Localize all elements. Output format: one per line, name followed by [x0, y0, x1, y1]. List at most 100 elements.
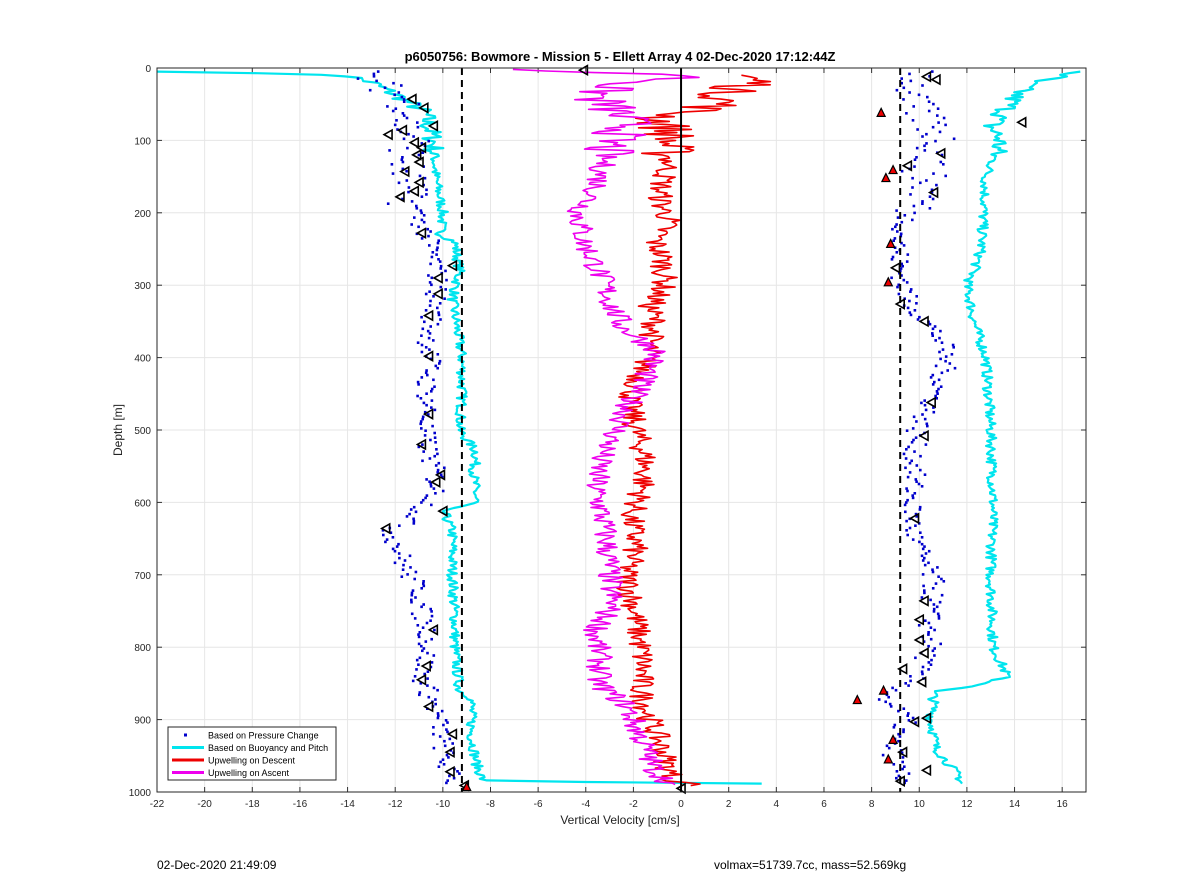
pressure-change-point [927, 621, 931, 625]
pressure-change-point [936, 114, 939, 117]
pressure-change-point [443, 466, 446, 470]
pressure-change-point [901, 760, 904, 764]
pressure-change-point [906, 489, 909, 493]
pressure-change-point [952, 137, 956, 141]
pressure-change-point [398, 556, 401, 560]
ascent-triangle-marker [406, 93, 417, 105]
pressure-change-point [456, 770, 459, 773]
pressure-change-point [433, 385, 436, 388]
pressure-change-point [426, 373, 429, 377]
pressure-change-point [932, 102, 935, 106]
pressure-change-point [436, 468, 440, 472]
pressure-change-point [930, 188, 934, 192]
pressure-change-point [920, 554, 924, 558]
pressure-change-point [933, 628, 936, 632]
ascent-triangle-marker [415, 227, 427, 239]
pressure-change-point [439, 285, 443, 289]
pressure-change-point [915, 295, 918, 298]
pressure-change-point [428, 348, 431, 351]
pressure-change-point [452, 776, 456, 780]
pressure-change-point [909, 675, 912, 678]
pressure-change-point [438, 302, 442, 305]
pressure-change-point [437, 714, 440, 717]
pressure-change-point [422, 214, 426, 217]
series-based-on-buoyancy-and-pitch [157, 70, 1081, 785]
pressure-change-point [937, 378, 941, 382]
ascent-triangle-marker [422, 700, 434, 713]
legend: Based on Pressure Change Based on Buoyanc… [167, 726, 337, 781]
pressure-change-point [935, 183, 938, 187]
pressure-change-point [897, 709, 900, 713]
pressure-change-point [405, 515, 409, 518]
pressure-change-point [448, 774, 451, 778]
x-tick-label: 14 [1009, 799, 1021, 810]
pressure-change-point [415, 232, 419, 236]
pressure-change-point [409, 508, 413, 511]
pressure-change-point [899, 267, 903, 270]
legend-entry-label: Based on Pressure Change [208, 731, 319, 741]
pressure-change-point [952, 346, 955, 349]
pressure-change-point [938, 350, 941, 354]
pressure-change-point [909, 288, 913, 291]
pressure-change-point [913, 492, 917, 495]
pressure-change-point [946, 369, 949, 372]
pressure-change-point [405, 169, 408, 173]
pressure-change-point [412, 505, 416, 509]
x-tick-label: -4 [581, 799, 590, 810]
pressure-change-point [951, 343, 955, 347]
pressure-change-point [413, 216, 416, 219]
y-tick-label: 700 [134, 571, 151, 582]
pressure-change-point [420, 350, 424, 354]
pressure-change-point [913, 211, 916, 215]
pressure-change-point [915, 302, 918, 305]
pressure-change-point [923, 556, 926, 560]
pressure-change-point [891, 255, 895, 259]
pressure-change-point [429, 607, 432, 611]
pressure-change-point [938, 130, 942, 134]
pressure-change-point [944, 174, 947, 178]
pressure-change-point [400, 84, 403, 87]
pressure-change-point [415, 658, 419, 662]
pressure-change-point [921, 665, 925, 669]
pressure-change-point [905, 281, 909, 284]
pressure-change-point [422, 450, 425, 453]
pressure-change-point [410, 600, 413, 604]
pressure-change-point [906, 475, 910, 479]
pressure-change-point [895, 223, 898, 226]
pressure-change-point [909, 313, 913, 317]
pressure-change-point [443, 744, 447, 748]
pressure-change-point [909, 290, 912, 293]
pressure-change-point [391, 547, 395, 551]
pressure-change-point [427, 336, 431, 340]
pressure-change-point [439, 318, 442, 321]
pressure-change-point [428, 290, 431, 293]
pressure-change-point [920, 485, 924, 488]
pressure-change-point [436, 716, 440, 720]
pressure-change-point [436, 471, 439, 474]
pressure-change-point [441, 475, 444, 479]
y-tick-label: 100 [134, 136, 151, 147]
ascent-triangle-marker [913, 634, 925, 646]
pressure-change-point [423, 176, 427, 180]
pressure-change-point [922, 640, 926, 643]
pressure-change-point [902, 278, 906, 282]
pressure-change-point [430, 276, 434, 280]
pressure-change-point [436, 246, 439, 249]
pressure-change-point [939, 642, 942, 646]
y-tick-label: 800 [134, 643, 151, 654]
y-tick-label: 600 [134, 498, 151, 509]
pressure-change-point [356, 77, 360, 80]
pressure-change-point [424, 346, 428, 349]
x-tick-label: 8 [869, 799, 875, 810]
pressure-change-point [436, 688, 439, 692]
pressure-change-point [432, 378, 435, 382]
pressure-change-point [407, 190, 410, 194]
pressure-change-point [422, 647, 426, 650]
pressure-change-point [432, 746, 436, 750]
pressure-change-point [429, 262, 432, 266]
pressure-change-point [896, 216, 900, 219]
ascent-triangle-marker [918, 647, 929, 659]
pressure-change-point [429, 619, 432, 622]
pressure-change-point [908, 299, 911, 303]
pressure-change-point [912, 438, 915, 442]
